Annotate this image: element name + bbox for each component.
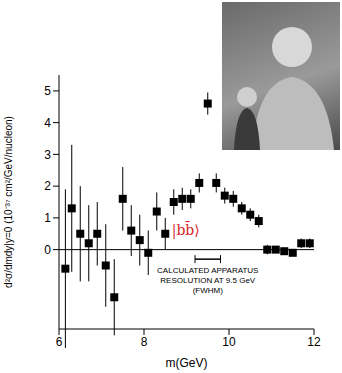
svg-text:5: 5: [44, 84, 51, 98]
svg-text:m(GeV): m(GeV): [166, 356, 208, 370]
svg-text:0: 0: [44, 243, 51, 257]
svg-text:6: 6: [56, 335, 63, 349]
svg-text:10: 10: [222, 335, 236, 349]
svg-text:4: 4: [44, 116, 51, 130]
svg-text:1: 1: [44, 211, 51, 225]
svg-text:(FWHM): (FWHM): [193, 286, 224, 295]
svg-text:d²σ/dmdy|y=0 (10⁻³⁷ cm²/GeV/nu: d²σ/dmdy|y=0 (10⁻³⁷ cm²/GeV/nucleon): [3, 116, 14, 288]
svg-text:|bb̄⟩: |bb̄⟩: [172, 221, 200, 239]
svg-text:CALCULATED APPARATUS: CALCULATED APPARATUS: [157, 266, 258, 275]
svg-text:RESOLUTION AT 9.5 GeV: RESOLUTION AT 9.5 GeV: [160, 276, 256, 285]
svg-text:8: 8: [141, 335, 148, 349]
svg-text:3: 3: [44, 148, 51, 162]
svg-text:2: 2: [44, 179, 51, 193]
svg-text:12: 12: [307, 335, 321, 349]
